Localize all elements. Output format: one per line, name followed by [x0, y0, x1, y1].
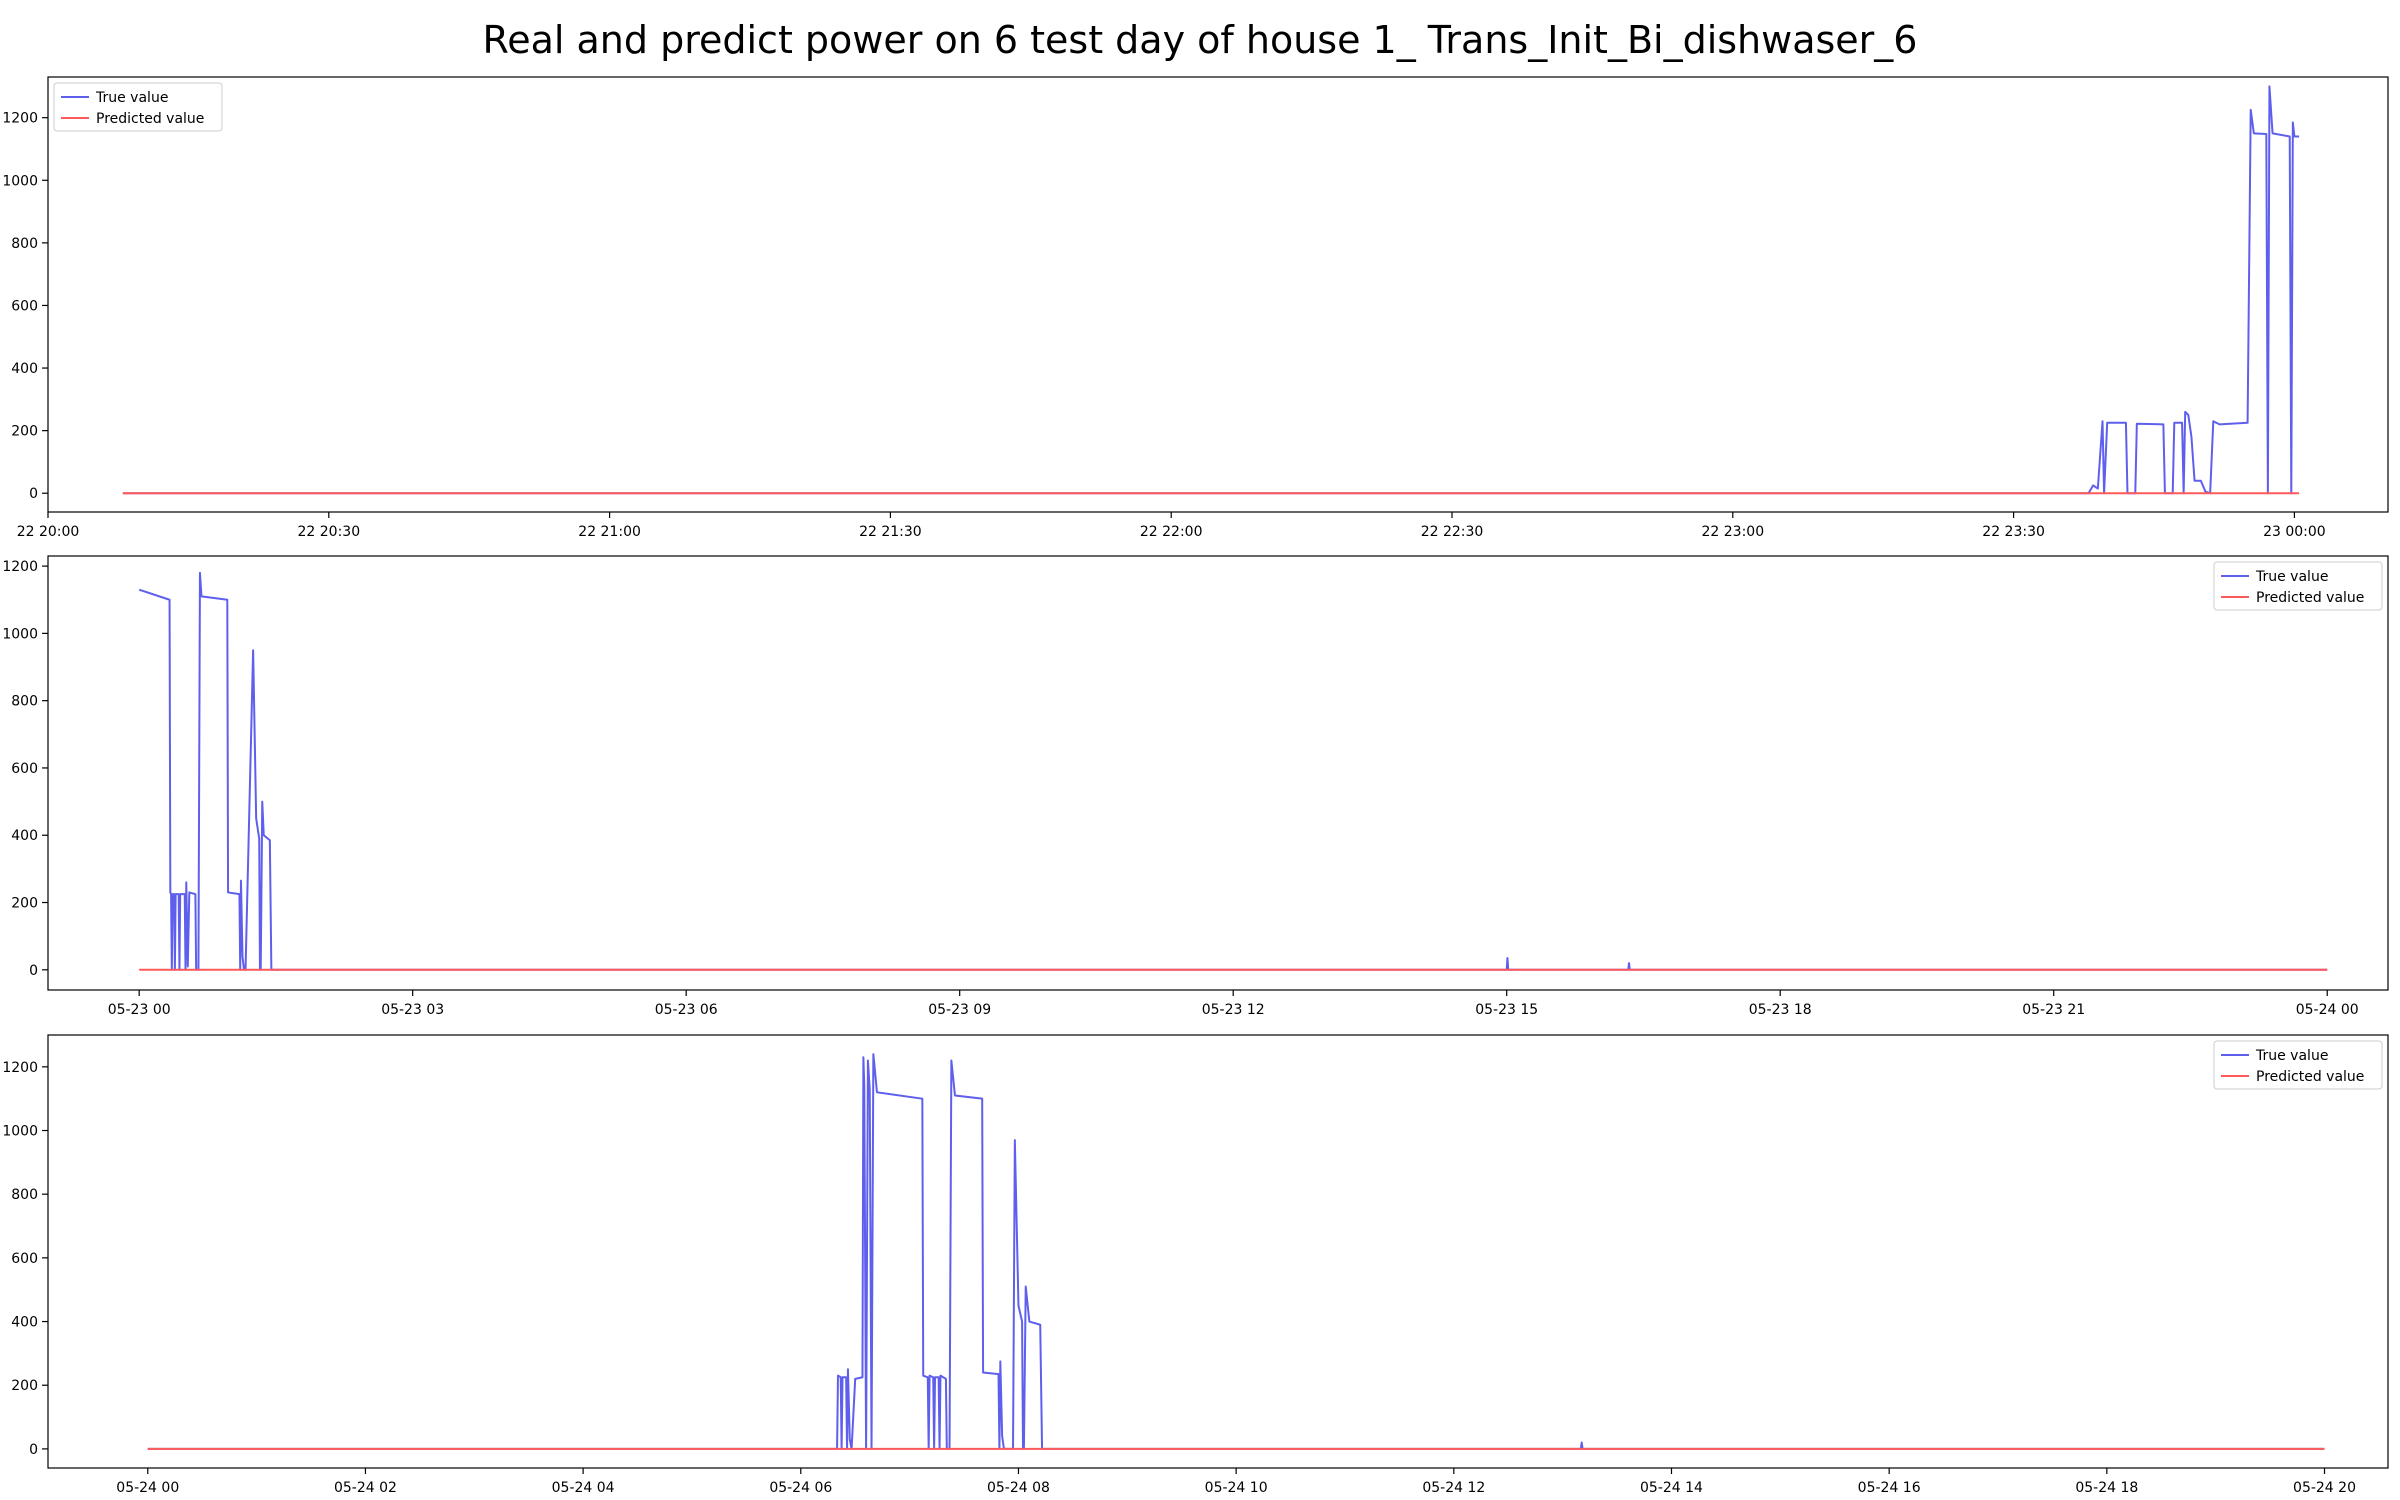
- y-tick-label: 0: [29, 963, 38, 979]
- x-tick-label: 05-24 12: [1422, 1480, 1485, 1496]
- subplot-2: 0 200 400 600 800 1000 1200 05-23 00 05-23 03 05-…: [2, 555, 2389, 1018]
- plot-frame: [47, 1034, 2389, 1469]
- x-tick-label: 22 20:30: [297, 524, 360, 540]
- x-tick-label: 22 21:00: [578, 524, 641, 540]
- x-tick-label: 05-24 04: [552, 1480, 615, 1496]
- x-tick-label: 05-23 06: [655, 1002, 718, 1018]
- x-tick-label: 05-23 15: [1475, 1002, 1538, 1018]
- y-tick-label: 800: [11, 236, 38, 252]
- y-tick-label: 200: [11, 424, 38, 440]
- y-tick-label: 400: [11, 828, 38, 844]
- x-tick-label: 05-24 16: [1858, 1480, 1921, 1496]
- plot-frame: [47, 76, 2389, 513]
- y-tick-label: 0: [29, 486, 38, 502]
- legend-label: True value: [2255, 1048, 2328, 1064]
- legend-label: True value: [2255, 569, 2328, 585]
- x-tick-label: 05-24 08: [987, 1480, 1050, 1496]
- series-line-true-value: [122, 85, 2300, 495]
- x-tick-label: 22 21:30: [859, 524, 922, 540]
- x-tick-label: 05-23 18: [1749, 1002, 1812, 1018]
- legend-box: [53, 82, 223, 132]
- y-tick-label: 800: [11, 1187, 38, 1203]
- series-line-true-value: [138, 571, 2328, 971]
- series-line-true-value: [147, 1053, 2325, 1450]
- x-tick-label: 05-23 09: [928, 1002, 991, 1018]
- x-tick-label: 22 23:30: [1982, 524, 2045, 540]
- x-tick-label: 05-24 18: [2075, 1480, 2138, 1496]
- legend-label: Predicted value: [96, 111, 204, 127]
- x-tick-label: 05-24 10: [1205, 1480, 1268, 1496]
- x-tick-label: 05-23 12: [1202, 1002, 1265, 1018]
- figure-title: Real and predict power on 6 test day of …: [482, 18, 1918, 62]
- x-tick-label: 05-23 21: [2022, 1002, 2085, 1018]
- x-tick-label: 05-23 03: [381, 1002, 444, 1018]
- x-tick-label: 22 22:00: [1140, 524, 1203, 540]
- y-tick-label: 1200: [2, 1060, 38, 1076]
- y-tick-label: 1000: [2, 1124, 38, 1140]
- y-tick-label: 600: [11, 761, 38, 777]
- y-tick-label: 600: [11, 1251, 38, 1267]
- x-tick-label: 05-24 20: [2293, 1480, 2356, 1496]
- y-tick-label: 200: [11, 896, 38, 912]
- y-tick-label: 800: [11, 694, 38, 710]
- x-tick-label: 05-24 00: [2296, 1002, 2359, 1018]
- y-tick-label: 600: [11, 298, 38, 314]
- legend-box: [2213, 561, 2383, 611]
- x-tick-label: 05-24 00: [116, 1480, 179, 1496]
- y-tick-label: 200: [11, 1378, 38, 1394]
- x-tick-label: 22 23:00: [1701, 524, 1764, 540]
- plot-frame: [47, 555, 2389, 991]
- y-tick-label: 1000: [2, 626, 38, 642]
- y-tick-label: 400: [11, 1315, 38, 1331]
- y-tick-label: 0: [29, 1442, 38, 1458]
- legend-label: Predicted value: [2256, 590, 2364, 606]
- x-tick-label: 22 20:00: [17, 524, 80, 540]
- legend-box: [2213, 1040, 2383, 1090]
- x-tick-label: 23 00:00: [2263, 524, 2326, 540]
- subplot-1: 0 200 400 600 800 1000 1200 22 20:00 22 20:30 22 …: [2, 76, 2389, 540]
- subplot-3: 0 200 400 600 800 1000 1200 05-24 00 05-24 02 05-…: [2, 1034, 2389, 1496]
- legend-label: True value: [95, 90, 168, 106]
- x-tick-label: 05-24 02: [334, 1480, 397, 1496]
- y-tick-label: 1000: [2, 173, 38, 189]
- y-tick-label: 400: [11, 361, 38, 377]
- y-tick-label: 1200: [2, 111, 38, 127]
- x-tick-label: 05-24 14: [1640, 1480, 1703, 1496]
- x-tick-label: 05-23 00: [108, 1002, 171, 1018]
- legend-label: Predicted value: [2256, 1069, 2364, 1085]
- x-tick-label: 05-24 06: [769, 1480, 832, 1496]
- y-tick-label: 1200: [2, 559, 38, 575]
- x-tick-label: 22 22:30: [1421, 524, 1484, 540]
